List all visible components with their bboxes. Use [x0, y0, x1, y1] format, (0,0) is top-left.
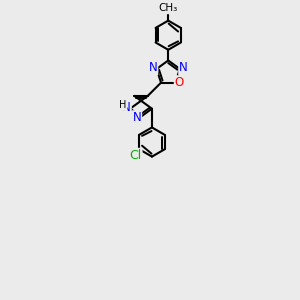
Text: N: N [133, 111, 141, 124]
Text: CH₃: CH₃ [159, 3, 178, 14]
Text: N: N [122, 101, 131, 114]
Text: Cl: Cl [129, 149, 142, 162]
Text: H: H [119, 100, 127, 110]
Text: N: N [148, 61, 157, 74]
Text: N: N [179, 61, 188, 74]
Text: O: O [175, 76, 184, 89]
